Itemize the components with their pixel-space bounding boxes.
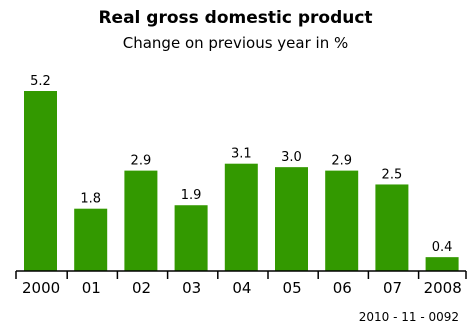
value-label-2000: 5.2 <box>30 74 51 89</box>
value-label-02: 2.9 <box>131 154 152 169</box>
category-label-2000: 2000 <box>22 279 60 297</box>
value-label-01: 1.8 <box>80 192 101 207</box>
bar-03 <box>174 205 208 271</box>
category-label-07: 07 <box>383 279 402 297</box>
bar-04 <box>224 163 258 271</box>
chart-subtitle: Change on previous year in % <box>122 34 349 52</box>
bar-01 <box>74 208 108 271</box>
bar-2008 <box>425 257 459 271</box>
value-label-05: 3.0 <box>281 150 302 165</box>
bar-05 <box>275 167 308 271</box>
category-label-06: 06 <box>333 279 352 297</box>
category-label-04: 04 <box>232 279 251 297</box>
value-label-06: 2.9 <box>331 154 352 169</box>
footer-code: 2010 - 11 - 0092 <box>358 310 459 324</box>
value-label-04: 3.1 <box>231 147 252 162</box>
value-label-07: 2.5 <box>382 167 403 182</box>
bar-07 <box>375 184 409 271</box>
category-label-02: 02 <box>132 279 151 297</box>
bar-02 <box>124 170 158 271</box>
category-label-03: 03 <box>182 279 201 297</box>
category-label-01: 01 <box>82 279 101 297</box>
chart-title: Real gross domestic product <box>98 8 373 28</box>
value-label-03: 1.9 <box>181 188 202 203</box>
bar-06 <box>325 170 359 271</box>
category-label-05: 05 <box>283 279 302 297</box>
bar-2000 <box>24 91 57 271</box>
value-label-2008: 0.4 <box>432 240 453 255</box>
category-label-2008: 2008 <box>424 279 462 297</box>
